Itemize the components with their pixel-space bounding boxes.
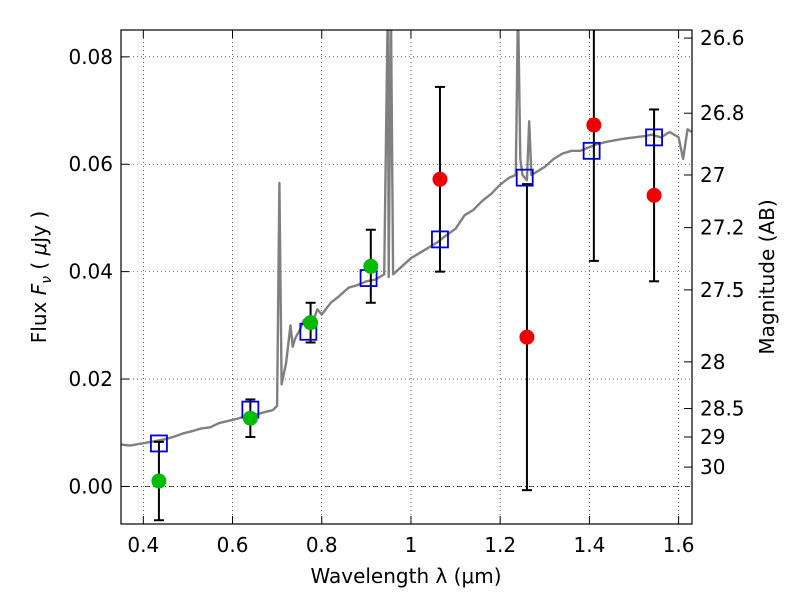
plot-area [121,30,692,524]
observed-flux-point [303,315,319,331]
y2-tick-label: 28.5 [700,397,745,421]
y-axis-label: Flux Fν ( μJy ) [27,211,55,343]
y2-tick-label: 28 [700,350,725,374]
observed-flux-point [519,329,535,345]
model-flux-square [582,141,601,160]
model-sed-line [121,30,692,447]
x-tick-label: 1.2 [484,533,516,557]
y2-tick-label: 27 [700,163,725,187]
y-tick-label: 0.02 [68,367,113,391]
observed-flux-point [586,117,602,133]
model-flux-square [515,168,534,187]
observed-flux-point [646,187,662,203]
y-tick-label: 0.00 [68,474,113,498]
y-tick-label: 0.08 [68,45,113,69]
observed-flux-point [151,473,167,489]
y2-tick-label: 27.2 [700,216,745,240]
y2-axis-label: Magnitude (AB) [755,199,779,354]
x-tick-label: 0.6 [217,533,249,557]
observed-flux-point [432,171,448,187]
x-tick-label: 1.4 [573,533,605,557]
y-tick-label: 0.06 [68,152,113,176]
axis-ticks: 0.4 0.6 0.8 1 1.2 1.4 1.6 0.00 0.02 0.04 0.06 0.08 2… [68,26,744,557]
model-flux-square [645,128,663,147]
y2-tick-label: 26.6 [700,26,745,50]
x-tick-label: 0.8 [306,533,338,557]
plot-frame [120,29,693,525]
observed-flux-point [363,258,379,274]
x-tick-label: 0.4 [127,533,159,557]
model-flux-square [150,434,168,453]
model-flux-square [431,230,449,249]
x-tick-label: 1 [405,533,418,557]
y-tick-label: 0.04 [68,260,113,284]
y2-tick-label: 30 [700,455,725,479]
y2-tick-label: 29 [700,425,725,449]
x-axis-label: Wavelength λ (μm) [310,564,501,588]
y2-tick-label: 26.8 [700,101,745,125]
y2-tick-label: 27.5 [700,278,745,302]
x-tick-label: 1.6 [663,533,695,557]
observed-flux-point [242,410,258,426]
data-layer [121,30,692,522]
